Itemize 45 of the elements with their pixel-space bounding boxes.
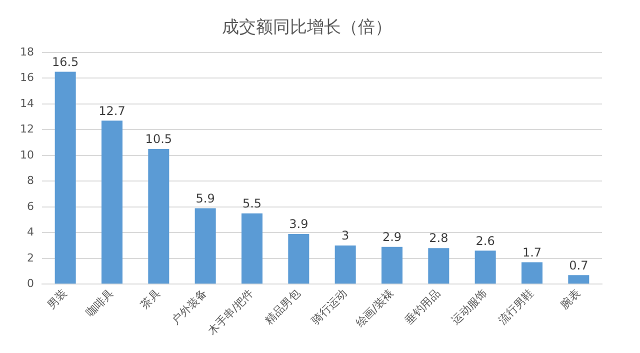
bar <box>194 208 216 284</box>
chart-title: 成交额同比增长（倍） <box>222 18 392 38</box>
y-tick-label: 6 <box>26 200 34 213</box>
bar <box>522 262 542 284</box>
data-label: 3 <box>342 228 350 243</box>
bar <box>474 250 496 284</box>
bar <box>242 213 262 284</box>
y-tick-label: 16 <box>20 71 34 84</box>
data-label: 5.5 <box>242 196 262 210</box>
data-label: 10.5 <box>145 132 172 146</box>
data-label: 12.7 <box>98 104 126 118</box>
bar <box>334 246 356 284</box>
bar <box>568 275 590 284</box>
y-tick-label: 12 <box>20 122 34 136</box>
bar <box>428 248 450 284</box>
bar <box>148 148 170 284</box>
x-tick-label: 骑行运动 <box>309 286 350 328</box>
y-tick-label: 18 <box>20 45 34 58</box>
y-tick-label: 8 <box>26 174 34 188</box>
x-tick-label: 绘画/装裱 <box>353 286 396 330</box>
x-tick-label: 流行男鞋 <box>496 286 536 328</box>
x-tick-label: 茶具 <box>138 286 163 312</box>
bar <box>54 72 76 284</box>
x-tick-label: 垂钓用品 <box>402 286 443 328</box>
y-tick-label: 14 <box>20 96 34 110</box>
x-tick-label: 男装 <box>44 286 70 312</box>
data-label: 2.6 <box>476 234 495 248</box>
x-tick-label: 运动服饰 <box>449 286 490 328</box>
data-label: 2.9 <box>382 230 402 244</box>
y-tick-label: 4 <box>26 226 34 239</box>
y-tick-label: 0 <box>26 277 34 290</box>
bar <box>288 234 310 284</box>
data-label: 3.9 <box>289 217 308 232</box>
x-tick-label: 精品男包 <box>262 286 303 328</box>
y-tick-label: 10 <box>20 148 34 162</box>
y-tick-label: 2 <box>26 251 34 264</box>
bar <box>102 120 122 284</box>
x-tick-label: 咖啡具 <box>84 286 116 320</box>
data-label: 0.7 <box>569 258 588 272</box>
bar <box>382 246 402 284</box>
data-label: 1.7 <box>522 245 542 260</box>
data-label: 16.5 <box>52 54 79 69</box>
data-label: 5.9 <box>196 191 215 206</box>
x-tick-label: 腕表 <box>558 286 583 312</box>
data-label: 2.8 <box>429 231 448 246</box>
